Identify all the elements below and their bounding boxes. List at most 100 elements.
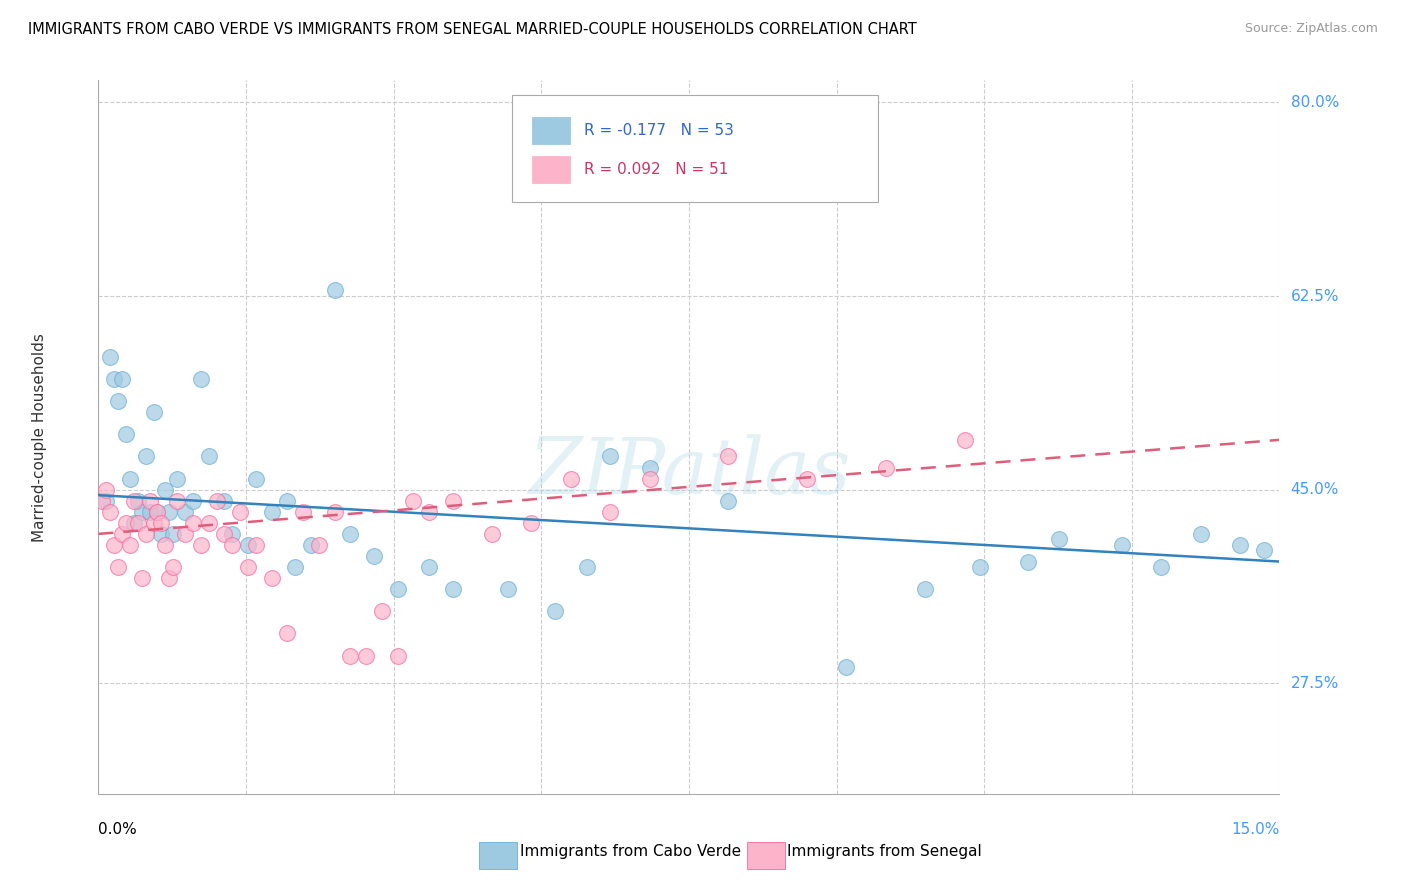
Point	[717, 493, 740, 508]
Point	[717, 450, 740, 464]
Point	[638, 460, 661, 475]
Point	[190, 372, 212, 386]
Point	[135, 450, 157, 464]
Point	[575, 560, 598, 574]
FancyBboxPatch shape	[512, 95, 877, 202]
Point	[214, 527, 236, 541]
Point	[229, 505, 252, 519]
Point	[146, 505, 169, 519]
Point	[323, 505, 346, 519]
Point	[150, 527, 173, 541]
Point	[796, 472, 818, 486]
Point	[245, 472, 267, 486]
Point	[339, 527, 361, 541]
Point	[599, 505, 621, 519]
Text: 62.5%: 62.5%	[1291, 288, 1339, 303]
Point	[969, 560, 991, 574]
Point	[875, 460, 897, 475]
Point	[115, 427, 138, 442]
Point	[599, 450, 621, 464]
Text: Married-couple Households: Married-couple Households	[32, 333, 46, 541]
Point	[107, 560, 129, 574]
Point	[157, 505, 180, 519]
Point	[135, 527, 157, 541]
Point	[560, 472, 582, 486]
Bar	[531, 156, 569, 183]
Point	[387, 648, 409, 663]
Point	[111, 372, 134, 386]
Point	[638, 472, 661, 486]
Point	[131, 571, 153, 585]
Point	[323, 284, 346, 298]
Point	[197, 450, 219, 464]
Text: ZIPatlas: ZIPatlas	[527, 434, 851, 511]
Point	[1253, 543, 1275, 558]
Point	[418, 505, 440, 519]
Text: 80.0%: 80.0%	[1291, 95, 1339, 110]
Point	[142, 516, 165, 530]
Text: Source: ZipAtlas.com: Source: ZipAtlas.com	[1244, 22, 1378, 36]
Text: IMMIGRANTS FROM CABO VERDE VS IMMIGRANTS FROM SENEGAL MARRIED-COUPLE HOUSEHOLDS : IMMIGRANTS FROM CABO VERDE VS IMMIGRANTS…	[28, 22, 917, 37]
Point	[481, 527, 503, 541]
Point	[520, 516, 543, 530]
Point	[284, 560, 307, 574]
Point	[1150, 560, 1173, 574]
Point	[103, 372, 125, 386]
Point	[122, 516, 145, 530]
Point	[1047, 533, 1070, 547]
Point	[236, 560, 259, 574]
Point	[103, 538, 125, 552]
Point	[155, 538, 177, 552]
Point	[166, 493, 188, 508]
Point	[441, 493, 464, 508]
Point	[166, 472, 188, 486]
Point	[142, 405, 165, 419]
Point	[98, 350, 121, 364]
Text: 0.0%: 0.0%	[98, 822, 138, 837]
Point	[339, 648, 361, 663]
Point	[371, 604, 394, 618]
Point	[1111, 538, 1133, 552]
Point	[363, 549, 385, 563]
Text: Immigrants from Cabo Verde: Immigrants from Cabo Verde	[520, 845, 741, 859]
Point	[402, 493, 425, 508]
Point	[299, 538, 322, 552]
Point	[181, 493, 204, 508]
Text: R = 0.092   N = 51: R = 0.092 N = 51	[583, 162, 728, 177]
Bar	[531, 117, 569, 144]
Point	[276, 493, 298, 508]
Point	[107, 394, 129, 409]
Point	[118, 472, 141, 486]
Text: 45.0%: 45.0%	[1291, 483, 1339, 497]
Point	[162, 560, 184, 574]
Text: R = -0.177   N = 53: R = -0.177 N = 53	[583, 123, 734, 137]
Point	[150, 516, 173, 530]
Point	[174, 505, 197, 519]
Point	[1229, 538, 1251, 552]
Point	[138, 493, 160, 508]
Point	[260, 571, 283, 585]
Point	[115, 516, 138, 530]
Point	[496, 582, 519, 597]
Text: 15.0%: 15.0%	[1232, 822, 1279, 837]
Point	[292, 505, 315, 519]
Point	[174, 527, 197, 541]
Point	[276, 626, 298, 640]
Point	[308, 538, 330, 552]
Point	[118, 538, 141, 552]
Point	[155, 483, 177, 497]
Point	[418, 560, 440, 574]
Point	[197, 516, 219, 530]
Text: Immigrants from Senegal: Immigrants from Senegal	[787, 845, 983, 859]
Point	[181, 516, 204, 530]
Point	[387, 582, 409, 597]
Point	[236, 538, 259, 552]
Point	[544, 604, 567, 618]
Point	[221, 538, 243, 552]
Point	[111, 527, 134, 541]
Point	[127, 493, 149, 508]
Point	[214, 493, 236, 508]
Point	[205, 493, 228, 508]
Point	[96, 483, 118, 497]
Point	[260, 505, 283, 519]
